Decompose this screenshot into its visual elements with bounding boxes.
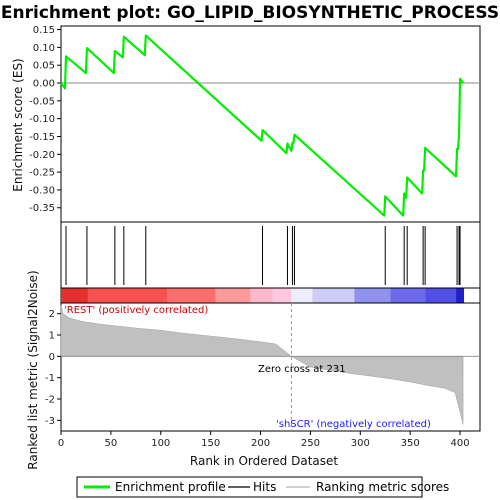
positive-correlation-label: 'REST' (positively correlated) (64, 305, 208, 316)
es-tick-label: -0.10 (29, 114, 55, 125)
zero-cross-label: Zero cross at 231 (258, 364, 346, 375)
x-tick-label: 200 (251, 438, 270, 449)
x-tick-label: 0 (58, 438, 64, 449)
es-tick-label: -0.05 (29, 96, 55, 107)
x-tick-label: 400 (451, 438, 470, 449)
metric-tick-label: -1 (45, 373, 55, 384)
legend-metric-label: Ranking metric scores (316, 480, 449, 494)
x-tick-label: 350 (401, 438, 420, 449)
es-tick-label: 0.05 (33, 61, 55, 72)
metric-tick-label: -2 (45, 395, 55, 406)
es-tick-label: -0.35 (29, 203, 55, 214)
color-band-segment (87, 288, 168, 303)
x-tick-label: 250 (301, 438, 320, 449)
color-band-segment (425, 288, 457, 303)
x-axis-label: Rank in Ordered Dataset (190, 454, 338, 468)
color-band-segment (272, 288, 292, 303)
color-band-segment (250, 288, 273, 303)
color-band-segment (215, 288, 251, 303)
es-tick-label: -0.30 (29, 185, 55, 196)
metric-tick-label: 2 (49, 309, 55, 320)
es-tick-label: 0.00 (33, 79, 55, 90)
es-tick-label: 0.15 (33, 25, 55, 36)
x-tick-label: 50 (105, 438, 118, 449)
color-band-segment (312, 288, 355, 303)
es-tick-label: -0.25 (29, 168, 55, 179)
legend-hits-label: Hits (253, 480, 276, 494)
color-band-segment (456, 288, 465, 303)
es-tick-label: -0.15 (29, 132, 55, 143)
es-axis-label: Enrichment score (ES) (11, 58, 25, 191)
legend-enrichment-label: Enrichment profile (115, 480, 226, 494)
metric-tick-label: -3 (45, 416, 55, 427)
x-tick-label: 300 (351, 438, 370, 449)
negative-correlation-label: 'shSCR' (negatively correlated) (276, 419, 431, 430)
chart-title: Enrichment plot: GO_LIPID_BIOSYNTHETIC_P… (1, 3, 499, 23)
metric-tick-label: 0 (49, 352, 55, 363)
color-band-segment (291, 288, 313, 303)
x-tick-label: 150 (201, 438, 220, 449)
es-panel-frame (60, 25, 481, 223)
metric-tick-label: 1 (49, 331, 55, 342)
color-band-segment (354, 288, 391, 303)
x-tick-label: 100 (151, 438, 170, 449)
metric-axis-label: Ranked list metric (Signal2Noise) (26, 270, 40, 469)
es-tick-label: -0.20 (29, 150, 55, 161)
color-band-segment (61, 288, 88, 303)
color-band-segment (167, 288, 216, 303)
enrichment-profile-line (60, 34, 464, 217)
color-band-segment (390, 288, 426, 303)
legend: Enrichment profile Hits Ranking metric s… (76, 476, 449, 498)
ranked-metric-area (60, 305, 464, 425)
hits-panel-frame (60, 221, 481, 289)
es-tick-label: 0.10 (33, 43, 55, 54)
